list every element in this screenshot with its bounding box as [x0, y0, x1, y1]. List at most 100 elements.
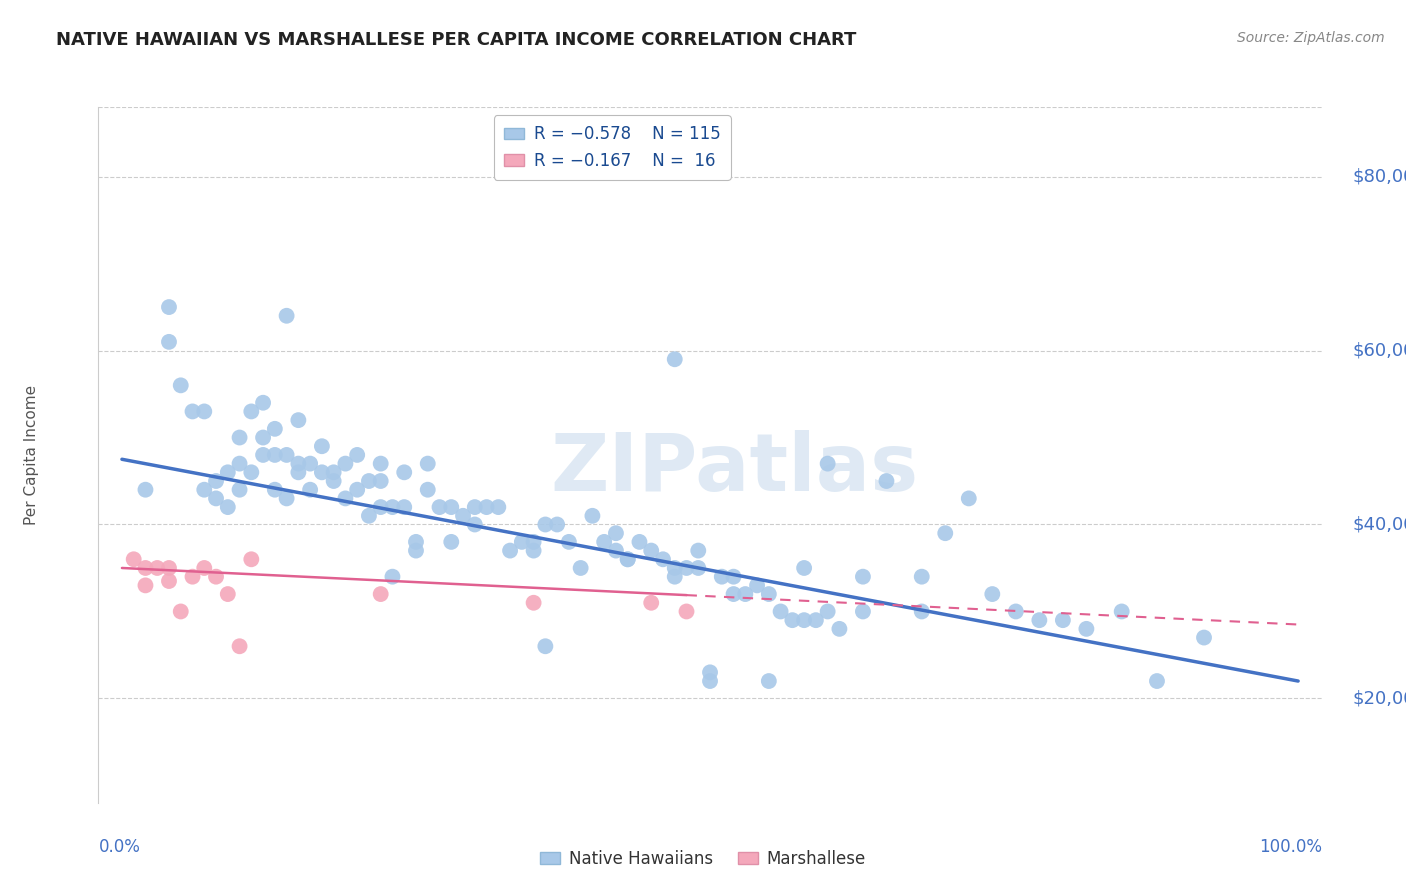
Point — [1004, 605, 1026, 619]
Point — [664, 352, 686, 367]
Point — [546, 517, 568, 532]
Point — [170, 378, 193, 392]
Point — [745, 578, 768, 592]
Point — [193, 561, 215, 575]
Point — [1146, 674, 1168, 689]
Point — [640, 543, 662, 558]
Point — [675, 605, 697, 619]
Point — [370, 457, 392, 471]
Text: $20,000: $20,000 — [1353, 690, 1406, 707]
Point — [1076, 622, 1098, 636]
Point — [758, 587, 780, 601]
Point — [193, 404, 215, 418]
Point — [322, 474, 344, 488]
Point — [311, 466, 333, 480]
Point — [464, 517, 486, 532]
Point — [1192, 631, 1215, 645]
Point — [1052, 613, 1074, 627]
Point — [699, 665, 721, 680]
Point — [616, 552, 638, 566]
Point — [181, 570, 204, 584]
Point — [228, 431, 250, 445]
Point — [499, 543, 522, 558]
Point — [157, 574, 180, 588]
Text: Source: ZipAtlas.com: Source: ZipAtlas.com — [1237, 31, 1385, 45]
Legend: Native Hawaiians, Marshallese: Native Hawaiians, Marshallese — [534, 844, 872, 875]
Point — [664, 570, 686, 584]
Text: $40,000: $40,000 — [1353, 516, 1406, 533]
Point — [240, 552, 263, 566]
Point — [451, 508, 474, 523]
Point — [628, 534, 651, 549]
Point — [734, 587, 756, 601]
Point — [664, 561, 686, 575]
Text: 0.0%: 0.0% — [98, 838, 141, 855]
Point — [911, 605, 934, 619]
Point — [475, 500, 498, 514]
Point — [122, 552, 145, 566]
Point — [205, 491, 228, 506]
Point — [381, 570, 404, 584]
Point — [828, 622, 851, 636]
Point — [852, 605, 875, 619]
Point — [228, 457, 250, 471]
Point — [710, 570, 733, 584]
Point — [392, 500, 415, 514]
Point — [605, 543, 627, 558]
Point — [146, 561, 169, 575]
Point — [957, 491, 980, 506]
Point — [769, 605, 792, 619]
Point — [346, 448, 368, 462]
Point — [688, 561, 710, 575]
Text: $60,000: $60,000 — [1353, 342, 1406, 359]
Point — [852, 570, 875, 584]
Point — [240, 404, 263, 418]
Point — [593, 534, 616, 549]
Point — [405, 534, 427, 549]
Point — [134, 483, 156, 497]
Point — [523, 543, 546, 558]
Point — [311, 439, 333, 453]
Point — [287, 457, 309, 471]
Point — [263, 483, 285, 497]
Point — [782, 613, 804, 627]
Point — [486, 500, 509, 514]
Point — [392, 466, 415, 480]
Point — [276, 491, 298, 506]
Point — [534, 517, 557, 532]
Point — [616, 552, 638, 566]
Text: Per Capita Income: Per Capita Income — [24, 384, 38, 525]
Point — [934, 526, 956, 541]
Point — [134, 578, 156, 592]
Point — [1111, 605, 1133, 619]
Point — [523, 534, 546, 549]
Point — [723, 587, 745, 601]
Point — [335, 457, 357, 471]
Point — [170, 605, 193, 619]
Text: 100.0%: 100.0% — [1258, 838, 1322, 855]
Point — [181, 404, 204, 418]
Point — [205, 570, 228, 584]
Point — [335, 491, 357, 506]
Point — [911, 570, 934, 584]
Point — [357, 474, 380, 488]
Point — [157, 334, 180, 349]
Point — [440, 500, 463, 514]
Point — [558, 534, 581, 549]
Point — [252, 448, 274, 462]
Point — [217, 466, 239, 480]
Point — [429, 500, 451, 514]
Point — [370, 587, 392, 601]
Point — [205, 474, 228, 488]
Point — [405, 543, 427, 558]
Point — [981, 587, 1004, 601]
Point — [416, 483, 439, 497]
Point — [581, 508, 603, 523]
Point — [228, 639, 250, 653]
Text: ZIPatlas: ZIPatlas — [550, 430, 918, 508]
Point — [322, 466, 344, 480]
Point — [381, 500, 404, 514]
Point — [605, 526, 627, 541]
Point — [534, 639, 557, 653]
Point — [217, 500, 239, 514]
